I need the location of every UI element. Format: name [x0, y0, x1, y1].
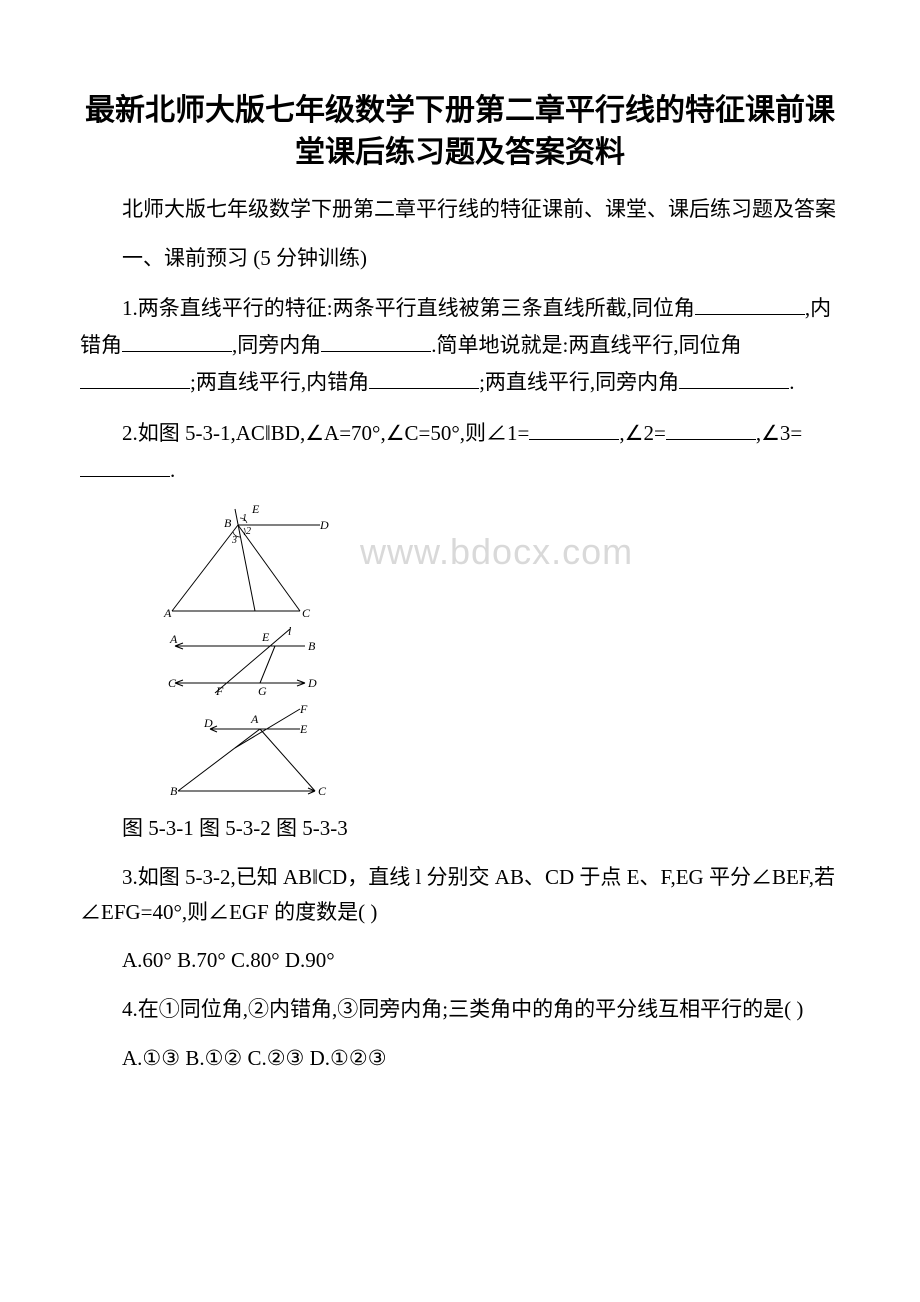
q1-text-f: ;两直线平行,同旁内角 — [479, 370, 679, 394]
question-4-options: A.①③ B.①② C.②③ D.①②③ — [80, 1041, 840, 1076]
fig2-label-E: E — [261, 630, 270, 644]
question-1: 1.两条直线平行的特征:两条平行直线被第三条直线所截,同位角,内错角,同旁内角.… — [80, 289, 840, 399]
fig1-angle-3: 3 — [231, 535, 237, 546]
question-4: 4.在①同位角,②内错角,③同旁内角;三类角中的角的平分线互相平行的是( ) — [80, 992, 840, 1027]
fig3-label-D: D — [203, 716, 213, 730]
figure-5-3-2: A B C D E F G l — [160, 621, 340, 701]
section-heading: 一、课前预习 (5 分钟训练) — [80, 241, 840, 276]
page-title: 最新北师大版七年级数学下册第二章平行线的特征课前课堂课后练习题及答案资料 — [80, 90, 840, 174]
figures-block: www.bdocx.com B E D A C 1 2 3 — [160, 501, 840, 801]
q1-text-e: ;两直线平行,内错角 — [190, 370, 369, 394]
fig2-label-F: F — [215, 684, 224, 698]
fig2-label-G: G — [258, 684, 267, 698]
q1-text-a: 1.两条直线平行的特征:两条平行直线被第三条直线所截,同位角 — [80, 291, 695, 326]
blank — [321, 326, 431, 352]
q1-text-g: . — [789, 370, 794, 394]
fig2-label-l: l — [288, 624, 292, 638]
q1-text-c: ,同旁内角 — [232, 333, 321, 357]
q2-text-b: ,∠2= — [619, 421, 665, 445]
fig1-label-C: C — [302, 606, 311, 620]
intro-paragraph: 北师大版七年级数学下册第二章平行线的特征课前、课堂、课后练习题及答案 — [80, 192, 840, 227]
fig1-label-E: E — [251, 502, 260, 516]
fig2-label-C: C — [168, 676, 177, 690]
figure-caption: 图 5-3-1 图 5-3-2 图 5-3-3 — [80, 811, 840, 846]
question-2: 2.如图 5-3-1,AC‖BD,∠A=70°,∠C=50°,则∠1= ,∠2=,… — [80, 414, 840, 488]
blank — [679, 363, 789, 389]
fig1-label-B: B — [224, 516, 232, 530]
blank — [666, 414, 756, 440]
blank — [80, 451, 170, 477]
fig3-label-C: C — [318, 784, 327, 798]
q2-text-d: . — [170, 458, 175, 482]
blank — [122, 326, 232, 352]
fig2-label-A: A — [169, 632, 178, 646]
fig1-angle-2: 2 — [246, 526, 251, 537]
fig1-label-D: D — [319, 518, 329, 532]
q2-text-a: 2.如图 5-3-1,AC‖BD,∠A=70°,∠C=50°,则∠1= — [80, 416, 529, 451]
question-3-options: A.60° B.70° C.80° D.90° — [80, 943, 840, 978]
blank — [695, 289, 805, 315]
fig3-label-A: A — [250, 712, 259, 726]
watermark: www.bdocx.com — [360, 531, 633, 573]
blank — [80, 363, 190, 389]
blank — [529, 414, 619, 440]
q2-text-c: ,∠3= — [756, 421, 802, 445]
fig2-label-B: B — [308, 639, 316, 653]
fig3-label-E: E — [299, 722, 308, 736]
fig3-label-B: B — [170, 784, 178, 798]
question-3: 3.如图 5-3-2,已知 AB‖CD，直线 l 分别交 AB、CD 于点 E、… — [80, 860, 840, 929]
figure-5-3-1: B E D A C 1 2 3 — [160, 501, 350, 621]
fig2-label-D: D — [307, 676, 317, 690]
fig1-label-A: A — [163, 606, 172, 620]
blank — [369, 363, 479, 389]
fig3-label-F: F — [299, 702, 308, 716]
figure-5-3-3: D A E F B C — [160, 701, 350, 801]
q1-text-d: .简单地说就是:两直线平行,同位角 — [431, 333, 741, 357]
